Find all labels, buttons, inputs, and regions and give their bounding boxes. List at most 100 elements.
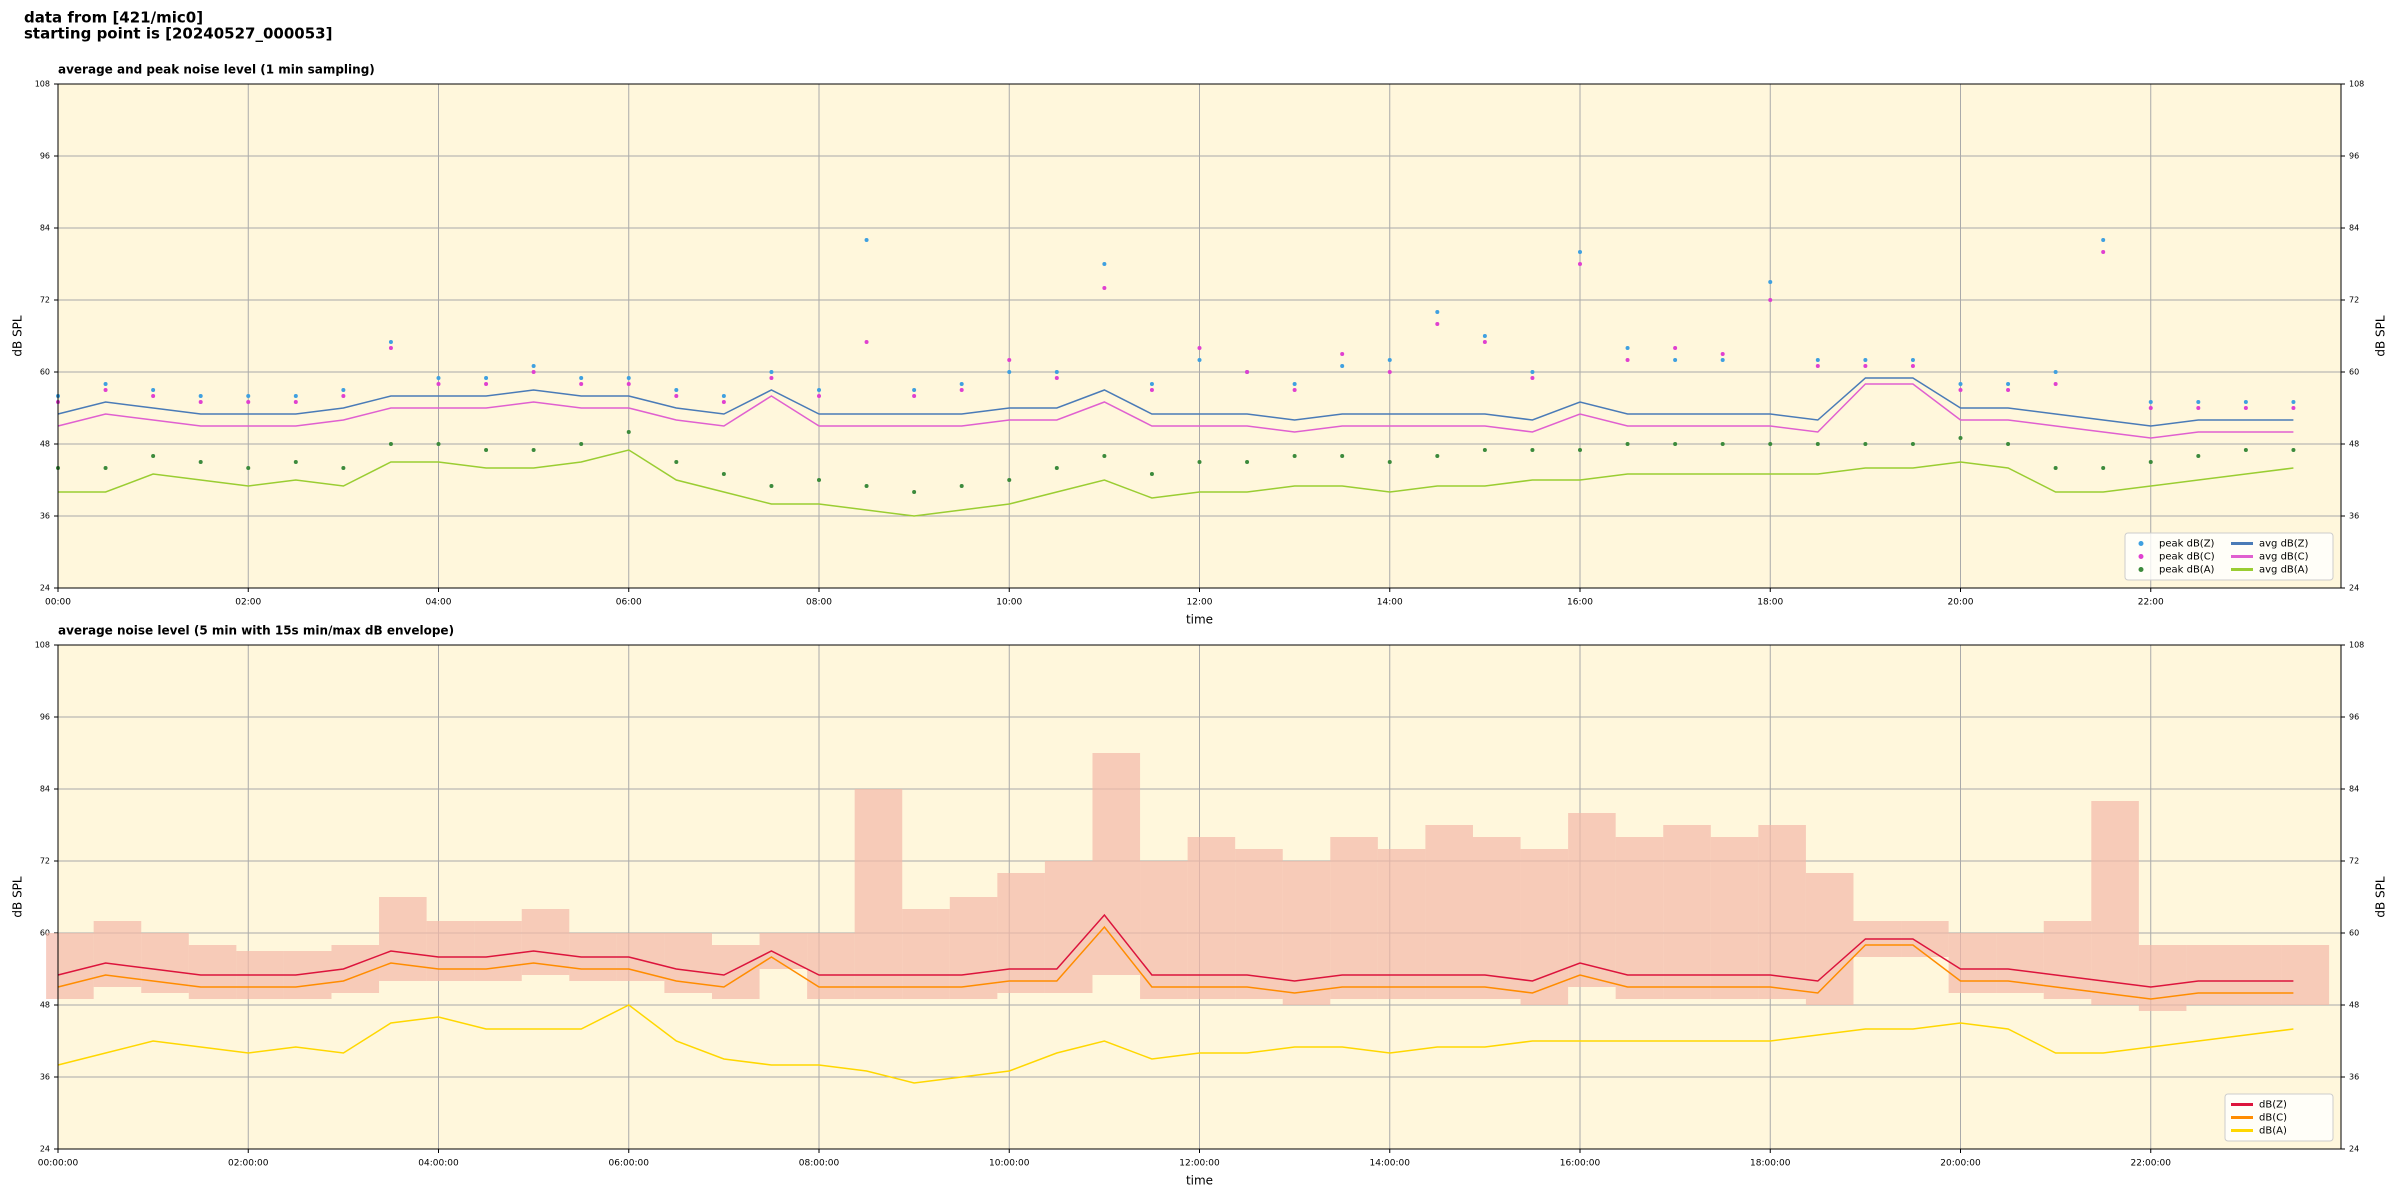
peak-point <box>1958 382 1963 386</box>
peak-point <box>2196 406 2201 410</box>
x-axis-label: time <box>1186 613 1213 627</box>
peak-point <box>2291 448 2296 452</box>
envelope-band <box>1330 837 1378 999</box>
peak-point <box>1292 382 1297 386</box>
peak-point <box>1768 280 1773 284</box>
envelope-band <box>1472 837 1521 999</box>
peak-point <box>2291 406 2296 410</box>
peak-point <box>1958 436 1963 440</box>
legend-label: dB(A) <box>2259 1126 2287 1137</box>
legend-box <box>2124 532 2334 581</box>
y-tick-label: 48 <box>40 440 50 449</box>
peak-point <box>1340 454 1345 458</box>
peak-point <box>1102 454 1107 458</box>
peak-point <box>2101 466 2106 470</box>
envelope-band <box>1282 861 1331 1005</box>
y-tick-label: 72 <box>40 296 50 305</box>
peak-point <box>484 382 489 386</box>
peak-point <box>1435 454 1440 458</box>
peak-point <box>1530 376 1535 380</box>
legend-marker <box>2138 554 2144 559</box>
peak-point <box>1673 346 1678 350</box>
envelope-band <box>2138 945 2187 1011</box>
y-tick-label: 36 <box>2349 512 2359 521</box>
envelope-band <box>2186 945 2234 1005</box>
peak-point <box>1720 358 1725 362</box>
peak-point <box>1578 448 1582 452</box>
peak-point <box>1815 442 1820 446</box>
envelope-band <box>807 933 855 999</box>
peak-point <box>2243 406 2248 410</box>
peak-point <box>1149 472 1154 476</box>
y-tick-label: 72 <box>2349 296 2359 305</box>
x-tick-label: 12:00:00 <box>1179 1159 1220 1169</box>
series-line <box>57 377 2294 427</box>
legend-marker <box>2138 541 2144 546</box>
peak-point <box>151 394 156 398</box>
peak-point <box>2243 448 2248 452</box>
y-tick-label: 84 <box>2349 785 2359 794</box>
peak-point <box>436 382 441 386</box>
peak-point <box>817 478 821 482</box>
y-tick-label: 84 <box>40 785 50 794</box>
peak-point <box>388 340 393 344</box>
peak-point <box>817 394 821 398</box>
peak-point <box>1245 460 1250 464</box>
envelope-band <box>1140 861 1188 999</box>
envelope-band <box>474 921 522 981</box>
peak-point <box>1387 460 1392 464</box>
peak-point <box>1673 442 1678 446</box>
peak-point <box>1292 454 1297 458</box>
x-tick-label: 10:00 <box>996 598 1022 608</box>
panel-title: average and peak noise level (1 min samp… <box>58 63 375 77</box>
peak-point <box>1435 310 1440 314</box>
peak-point <box>1387 358 1392 362</box>
peak-point <box>2053 466 2058 470</box>
y-tick-label: 24 <box>40 584 50 593</box>
peak-point <box>2196 454 2201 458</box>
envelope-band <box>2091 801 2139 1005</box>
y-axis-label: dB SPL <box>2374 315 2388 357</box>
peak-point <box>2243 400 2248 404</box>
envelope-band <box>46 933 94 999</box>
peak-point <box>1530 370 1535 374</box>
envelope-band <box>1044 861 1093 993</box>
peak-point <box>959 382 964 386</box>
peak-point <box>626 382 631 386</box>
y-tick-label: 60 <box>40 929 50 938</box>
peak-point <box>1007 370 1012 374</box>
peak-point <box>674 394 679 398</box>
peak-point <box>1007 358 1012 362</box>
y-tick-label: 60 <box>2349 929 2359 938</box>
peak-point <box>436 442 441 446</box>
peak-point <box>246 400 251 404</box>
y-tick-label: 48 <box>40 1001 50 1010</box>
peak-point <box>769 370 774 374</box>
peak-point <box>1245 370 1250 374</box>
peak-point <box>579 382 584 386</box>
peak-point <box>1482 340 1487 344</box>
x-tick-label: 22:00 <box>2138 598 2164 608</box>
peak-point <box>198 460 203 464</box>
y-tick-label: 96 <box>40 713 50 722</box>
peak-point <box>103 388 108 392</box>
peak-point <box>2006 382 2011 386</box>
peak-point <box>1197 346 1202 350</box>
peak-point <box>2148 460 2153 464</box>
peak-point <box>1815 364 1820 368</box>
peak-point <box>2053 370 2058 374</box>
y-tick-label: 72 <box>2349 857 2359 866</box>
peak-point <box>198 394 203 398</box>
peak-point <box>436 376 441 380</box>
peak-point <box>293 394 298 398</box>
y-tick-label: 108 <box>35 80 50 89</box>
x-tick-label: 14:00 <box>1377 598 1403 608</box>
peak-point <box>2148 406 2153 410</box>
envelope-band <box>997 873 1045 993</box>
peak-point <box>1910 442 1915 446</box>
envelope-band <box>1710 837 1759 999</box>
peak-point <box>1482 334 1487 338</box>
legend-label: avg dB(A) <box>2259 565 2309 576</box>
header-line: starting point is [20240527_000053] <box>24 25 332 43</box>
peak-point <box>864 238 869 242</box>
